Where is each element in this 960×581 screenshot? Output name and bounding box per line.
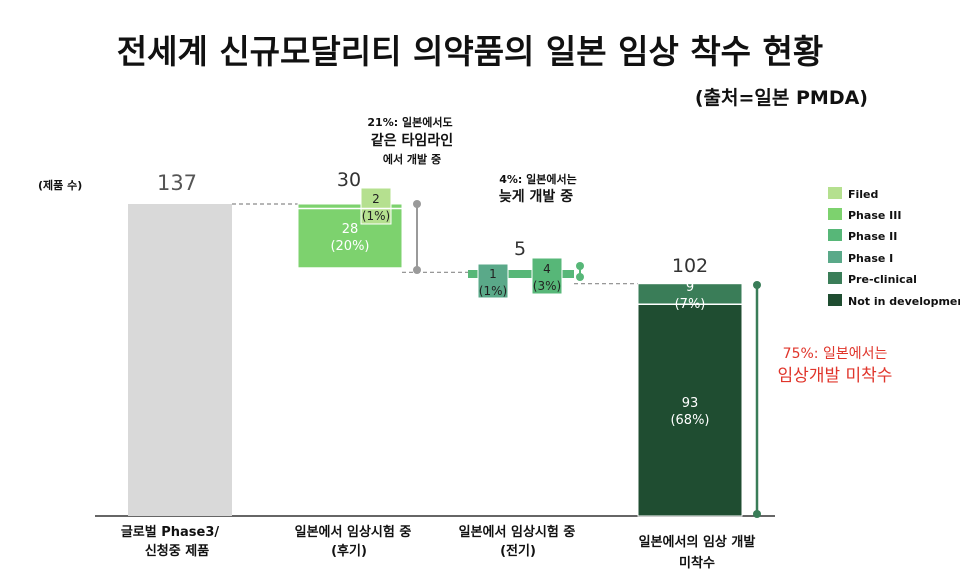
bar-early-phase1-percent: (1%) <box>479 284 507 298</box>
bar-early-phase1-value: 1 <box>489 267 497 281</box>
bar-notstarted-preclinical-percent: (7%) <box>675 297 706 312</box>
bracket-notstarted <box>753 281 761 518</box>
bar-notstarted-notindev <box>637 303 743 517</box>
legend-swatch-notindev <box>828 294 842 306</box>
category-label-early-1: 일본에서 임상시험 중 <box>459 524 576 540</box>
legend-label-filed: Filed <box>848 188 878 201</box>
bar-global-total <box>128 204 232 516</box>
category-label-global-2: 신청중 제품 <box>145 543 209 559</box>
annotation-late-line1: 21%: 일본에서도 <box>367 115 452 129</box>
bar-early-phase2-percent: (3%) <box>533 279 561 293</box>
total-label-late: 30 <box>337 169 361 191</box>
bracket-late <box>413 200 421 274</box>
bar-early-phase2 <box>531 257 563 295</box>
source-note: (출처=일본 PMDA) <box>695 87 868 109</box>
legend-label-phase3: Phase III <box>848 209 901 222</box>
bar-late-phase3-percent: (20%) <box>330 239 369 254</box>
chart-title: 전세계 신규모달리티 의약품의 일본 임상 착수 현황 <box>117 32 824 71</box>
data-labels: 28 (20%) 2 (1%) 1 (1%) 4 (3%) 93 (68%) 9 (7%) <box>330 192 709 428</box>
legend-swatch-filed <box>828 187 842 199</box>
legend-label-preclinical: Pre-clinical <box>848 273 917 286</box>
bracket-early <box>576 262 584 281</box>
bar-late-filed-value: 2 <box>372 192 380 206</box>
category-label-late-1: 일본에서 임상시험 중 <box>295 524 412 540</box>
legend-label-notindev: Not in development <box>848 295 960 308</box>
annotation-notstarted-line1: 75%: 일본에서는 <box>783 346 888 362</box>
annotation-notstarted-line2: 임상개발 미착수 <box>778 366 893 386</box>
bar-late-filed-percent: (1%) <box>362 209 390 223</box>
total-label-notstarted: 102 <box>672 255 708 277</box>
legend-label-phase1: Phase I <box>848 252 893 265</box>
annotation-late-line3: 에서 개발 중 <box>383 152 441 166</box>
legend: Filed Phase III Phase II Phase I Pre-cli… <box>828 187 960 308</box>
bar-early-phase2-value: 4 <box>543 262 551 276</box>
bar-late-phase3-value: 28 <box>342 222 359 237</box>
bar-notstarted-notindev-percent: (68%) <box>670 413 709 428</box>
legend-label-phase2: Phase II <box>848 230 897 243</box>
legend-swatch-phase3 <box>828 208 842 220</box>
bar-early-strip <box>468 270 574 278</box>
legend-swatch-phase2 <box>828 229 842 241</box>
category-label-early-2: (전기) <box>500 543 536 559</box>
bar-early-phase1 <box>477 263 509 299</box>
unit-label: (제품 수) <box>38 178 82 192</box>
bar-notstarted-preclinical-value: 9 <box>686 280 694 295</box>
legend-swatch-preclinical <box>828 272 842 284</box>
category-label-global-1: 글로벌 Phase3/ <box>121 525 220 540</box>
bar-late-filed <box>360 187 392 225</box>
category-label-notstarted-1: 일본에서의 임상 개발 <box>639 534 756 550</box>
bars <box>128 187 743 517</box>
annotation-early-line1: 4%: 일본에서는 <box>499 172 577 186</box>
bar-notstarted-notindev-value: 93 <box>682 396 699 411</box>
total-label-global: 137 <box>157 171 197 195</box>
category-label-late-2: (후기) <box>331 543 367 559</box>
annotation-early-line2: 늦게 개발 중 <box>499 188 573 205</box>
category-label-notstarted-2: 미착수 <box>679 555 715 571</box>
total-label-early: 5 <box>514 238 526 260</box>
connector-lines <box>232 203 638 285</box>
legend-swatch-phase1 <box>828 251 842 263</box>
annotation-late-line2: 같은 타임라인 <box>371 132 453 149</box>
